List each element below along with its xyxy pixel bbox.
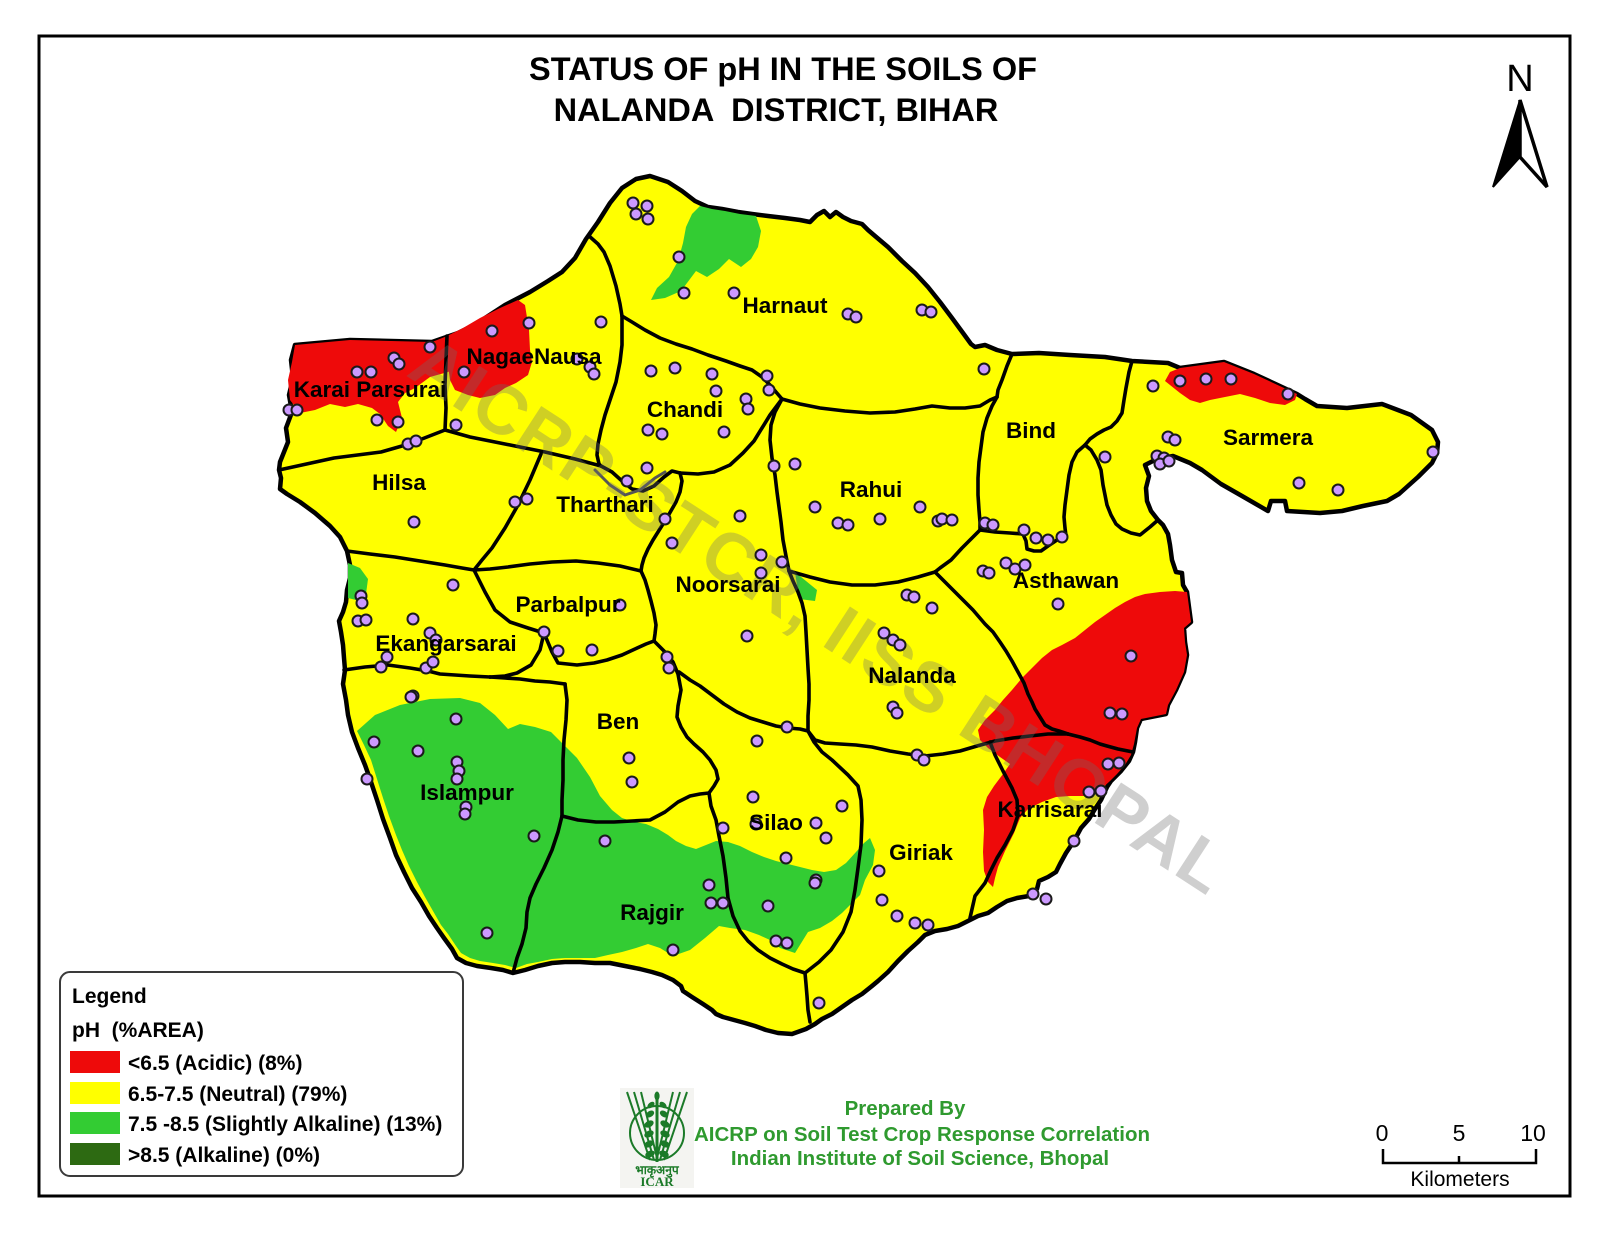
svg-text:Bind: Bind xyxy=(1006,418,1056,443)
svg-text:भाकृअनुप: भाकृअनुप xyxy=(635,1163,680,1178)
svg-text:AICRP on Soil Test Crop Respon: AICRP on Soil Test Crop Response Correla… xyxy=(694,1123,1150,1146)
svg-text:N: N xyxy=(1506,58,1533,100)
svg-text:Rajgir: Rajgir xyxy=(620,900,684,925)
svg-text:Noorsarai: Noorsarai xyxy=(675,572,780,597)
svg-text:Ben: Ben xyxy=(597,709,640,734)
svg-text:Hilsa: Hilsa xyxy=(372,470,426,495)
svg-text:STATUS OF pH IN THE SOILS OF: STATUS OF pH IN THE SOILS OF xyxy=(529,51,1037,87)
svg-text:Chandi: Chandi xyxy=(647,397,723,422)
svg-text:5: 5 xyxy=(1453,1120,1466,1146)
svg-text:NALANDA DISTRICT, BIHAR: NALANDA DISTRICT, BIHAR xyxy=(554,92,999,128)
svg-text:ICAR: ICAR xyxy=(640,1174,674,1189)
svg-text:Parbalpur: Parbalpur xyxy=(515,592,620,617)
svg-text:7.5 -8.5 (Slightly Alkaline) (: 7.5 -8.5 (Slightly Alkaline) (13%) xyxy=(128,1113,442,1136)
svg-text:Karai Parsurai: Karai Parsurai xyxy=(294,377,447,402)
svg-text:Harnaut: Harnaut xyxy=(742,293,828,318)
svg-text:Indian Institute of Soil Scien: Indian Institute of Soil Science, Bhopal xyxy=(731,1147,1109,1170)
svg-text:Karrisarai: Karrisarai xyxy=(997,797,1102,822)
svg-text:<6.5 (Acidic) (8%): <6.5 (Acidic) (8%) xyxy=(128,1052,302,1075)
svg-text:Islampur: Islampur xyxy=(420,780,514,805)
svg-text:Prepared By: Prepared By xyxy=(845,1097,966,1120)
svg-text:NagaeNausa: NagaeNausa xyxy=(466,344,602,369)
svg-text:Asthawan: Asthawan xyxy=(1013,568,1119,593)
svg-text:Ekangarsarai: Ekangarsarai xyxy=(375,631,516,656)
svg-text:Tharthari: Tharthari xyxy=(556,492,654,517)
svg-text:>8.5 (Alkaline) (0%): >8.5 (Alkaline) (0%) xyxy=(128,1144,320,1167)
svg-text:Rahui: Rahui xyxy=(840,477,903,502)
svg-text:0: 0 xyxy=(1376,1120,1389,1146)
svg-text:Giriak: Giriak xyxy=(889,840,953,865)
svg-text:pH (%AREA): pH (%AREA) xyxy=(72,1019,204,1042)
svg-text:Nalanda: Nalanda xyxy=(868,663,956,688)
svg-text:Kilometers: Kilometers xyxy=(1410,1168,1509,1191)
svg-text:6.5-7.5 (Neutral) (79%): 6.5-7.5 (Neutral) (79%) xyxy=(128,1083,347,1106)
svg-text:Silao: Silao xyxy=(749,810,803,835)
svg-text:Sarmera: Sarmera xyxy=(1223,425,1314,450)
svg-text:10: 10 xyxy=(1520,1120,1546,1146)
svg-text:Legend: Legend xyxy=(72,985,147,1008)
